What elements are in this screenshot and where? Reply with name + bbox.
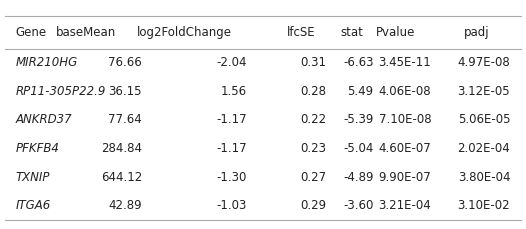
Text: 7.10E-08: 7.10E-08 (379, 114, 431, 126)
Text: -1.17: -1.17 (217, 114, 247, 126)
Text: 5.06E-05: 5.06E-05 (458, 114, 510, 126)
Text: 5.49: 5.49 (347, 85, 373, 98)
Text: 42.89: 42.89 (108, 199, 142, 212)
Text: 0.23: 0.23 (300, 142, 326, 155)
Text: PFKFB4: PFKFB4 (16, 142, 59, 155)
Text: 644.12: 644.12 (101, 171, 142, 183)
Text: 4.60E-07: 4.60E-07 (379, 142, 431, 155)
Text: RP11-305P22.9: RP11-305P22.9 (16, 85, 106, 98)
Text: 3.80E-04: 3.80E-04 (458, 171, 510, 183)
Text: TXNIP: TXNIP (16, 171, 50, 183)
Text: -1.30: -1.30 (217, 171, 247, 183)
Text: padj: padj (463, 26, 489, 39)
Text: -5.04: -5.04 (343, 142, 373, 155)
Text: 3.45E-11: 3.45E-11 (379, 56, 431, 69)
Text: 0.27: 0.27 (300, 171, 326, 183)
Text: -4.89: -4.89 (343, 171, 373, 183)
Text: 1.56: 1.56 (221, 85, 247, 98)
Text: lfcSE: lfcSE (287, 26, 316, 39)
Text: 4.06E-08: 4.06E-08 (379, 85, 431, 98)
Text: 76.66: 76.66 (108, 56, 142, 69)
Text: 77.64: 77.64 (108, 114, 142, 126)
Text: ANKRD37: ANKRD37 (16, 114, 73, 126)
Text: MIR210HG: MIR210HG (16, 56, 78, 69)
Text: stat: stat (340, 26, 363, 39)
Text: 0.28: 0.28 (300, 85, 326, 98)
Text: -1.17: -1.17 (217, 142, 247, 155)
Text: -6.63: -6.63 (343, 56, 373, 69)
Text: 3.12E-05: 3.12E-05 (458, 85, 510, 98)
Text: 4.97E-08: 4.97E-08 (458, 56, 510, 69)
Text: log2FoldChange: log2FoldChange (136, 26, 231, 39)
Text: 3.10E-02: 3.10E-02 (458, 199, 510, 212)
Text: 0.31: 0.31 (300, 56, 326, 69)
Text: 0.22: 0.22 (300, 114, 326, 126)
Text: -5.39: -5.39 (343, 114, 373, 126)
Text: Pvalue: Pvalue (376, 26, 416, 39)
Text: 284.84: 284.84 (101, 142, 142, 155)
Text: -3.60: -3.60 (343, 199, 373, 212)
Text: -1.03: -1.03 (217, 199, 247, 212)
Text: 3.21E-04: 3.21E-04 (379, 199, 431, 212)
Text: Gene: Gene (16, 26, 47, 39)
Text: 9.90E-07: 9.90E-07 (379, 171, 431, 183)
Text: ITGA6: ITGA6 (16, 199, 51, 212)
Text: 0.29: 0.29 (300, 199, 326, 212)
Text: 36.15: 36.15 (108, 85, 142, 98)
Text: baseMean: baseMean (55, 26, 116, 39)
Text: 2.02E-04: 2.02E-04 (458, 142, 510, 155)
Text: -2.04: -2.04 (217, 56, 247, 69)
